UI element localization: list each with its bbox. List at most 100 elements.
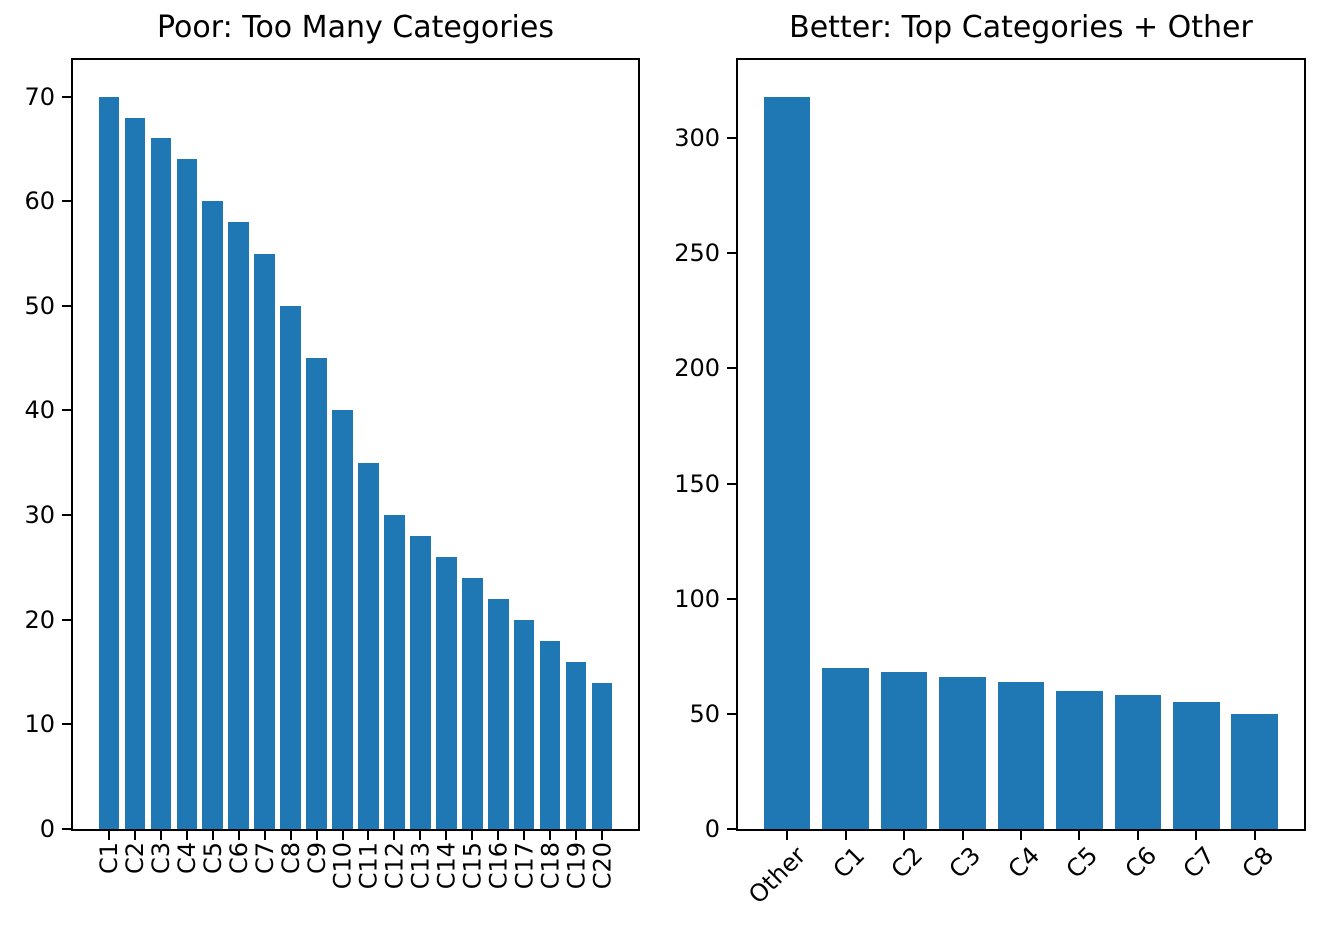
- left-y-tick-mark: [62, 618, 72, 621]
- right-x-tick-mark: [1195, 830, 1198, 840]
- bar-c3: [939, 676, 986, 829]
- bar-c7: [254, 253, 276, 829]
- right-x-tick-label-text: Other: [743, 841, 812, 910]
- left-y-tick-label: 10: [24, 710, 55, 739]
- left-chart-title: Poor: Too Many Categories: [157, 10, 554, 45]
- bar-c6: [1114, 695, 1162, 829]
- right-x-tick-label-text: C1: [827, 841, 870, 884]
- left-y-tick-label: 60: [24, 187, 55, 216]
- left-x-tick-mark: [497, 830, 500, 840]
- left-y-tick-label: 0: [39, 815, 55, 843]
- right-x-tick-label-text: C3: [944, 841, 987, 884]
- right-x-tick-label-text: C5: [1061, 841, 1104, 884]
- right-x-tick-mark: [1253, 830, 1256, 840]
- left-x-tick-label-text: C18: [536, 842, 565, 890]
- left-x-tick-label-text: C20: [587, 842, 616, 890]
- bar-c1: [822, 667, 869, 829]
- right-y-tick-mark: [727, 482, 737, 485]
- left-x-tick-label-text: C9: [302, 842, 331, 875]
- left-x-tick-label-text: C2: [120, 842, 149, 875]
- right-y-tick-label: 0: [704, 815, 720, 843]
- left-x-tick-label-text: C1: [95, 842, 124, 875]
- bar-c5: [1056, 690, 1103, 829]
- right-y-tick-label: 50: [689, 699, 720, 728]
- left-x-tick-label-text: C19: [562, 842, 590, 890]
- bar-c2: [124, 117, 146, 829]
- bar-c3: [150, 138, 172, 829]
- left-x-tick-mark: [315, 830, 318, 840]
- bar-c2: [880, 672, 928, 829]
- bar-c8: [280, 305, 302, 829]
- left-x-tick-label-text: C17: [510, 842, 539, 890]
- right-y-tick-label: 150: [674, 469, 720, 498]
- bar-c15: [461, 577, 483, 829]
- left-x-tick-label-text: C10: [328, 842, 357, 890]
- left-x-tick-label-text: C8: [276, 842, 305, 875]
- left-y-tick-mark: [62, 304, 72, 307]
- left-x-tick-label-text: C4: [172, 842, 201, 875]
- right-x-tick-label-text: C6: [1119, 841, 1163, 884]
- bar-c16: [487, 598, 509, 829]
- right-y-tick-mark: [727, 137, 737, 140]
- left-y-tick-mark: [62, 95, 72, 98]
- left-y-tick-label: 30: [24, 501, 55, 530]
- right-x-tick-mark: [1136, 830, 1139, 840]
- bar-c19: [565, 661, 587, 829]
- bar-c6: [228, 222, 250, 829]
- right-x-tick-mark: [903, 830, 906, 840]
- right-chart-title: Better: Top Categories + Other: [789, 10, 1253, 45]
- right-y-tick-label: 300: [674, 124, 720, 153]
- right-y-tick-mark: [727, 712, 737, 715]
- left-x-tick-mark: [523, 830, 526, 840]
- left-x-tick-mark: [393, 830, 396, 840]
- left-x-tick-label-text: C7: [250, 842, 279, 875]
- left-x-tick-label-text: C14: [432, 842, 461, 890]
- bar-c4: [176, 159, 198, 829]
- left-x-tick-label-text: C11: [354, 842, 383, 890]
- bar-c10: [332, 410, 353, 829]
- right-x-tick-label-text: C7: [1178, 841, 1221, 884]
- bar-c11: [358, 462, 379, 829]
- left-y-tick-label: 20: [24, 605, 55, 634]
- bar-c17: [513, 619, 535, 829]
- left-x-tick-mark: [471, 830, 474, 840]
- left-x-tick-label-text: C6: [224, 842, 253, 875]
- right-y-tick-label: 250: [674, 239, 720, 268]
- left-plot-area: [71, 58, 640, 831]
- right-x-tick-label-text: C4: [1002, 841, 1046, 884]
- left-x-tick-mark: [237, 830, 240, 840]
- left-x-tick-label-text: C13: [406, 842, 435, 890]
- left-x-tick-label-text: C15: [458, 842, 487, 890]
- right-x-tick-mark: [786, 830, 789, 840]
- left-y-tick-label: 50: [24, 291, 55, 320]
- left-x-tick-mark: [159, 830, 162, 840]
- bar-c8: [1231, 713, 1279, 829]
- right-x-tick-mark: [1020, 830, 1022, 840]
- left-x-tick-label-text: C16: [484, 842, 513, 890]
- right-y-tick-label: 200: [674, 354, 720, 383]
- left-x-tick-mark: [341, 830, 344, 840]
- left-x-tick-mark: [211, 830, 214, 840]
- left-x-tick-mark: [367, 830, 370, 840]
- bar-c14: [435, 556, 457, 829]
- bar-c9: [306, 358, 327, 829]
- left-x-tick-mark: [108, 830, 111, 840]
- left-x-tick-mark: [185, 830, 188, 840]
- bar-c12: [384, 515, 405, 829]
- right-x-tick-mark: [1078, 830, 1081, 840]
- bar-c4: [997, 681, 1045, 829]
- left-x-tick-label-text: C12: [380, 842, 409, 890]
- bar-c5: [202, 201, 224, 829]
- left-y-tick-mark: [62, 828, 72, 830]
- bar-c1: [98, 96, 120, 829]
- right-x-tick-mark: [961, 830, 964, 840]
- bar-c7: [1173, 702, 1220, 829]
- right-x-tick-label-text: C8: [1236, 841, 1279, 884]
- right-x-tick-mark: [844, 830, 847, 840]
- left-y-tick-mark: [62, 409, 72, 412]
- left-x-tick-mark: [289, 830, 292, 840]
- left-y-tick-mark: [62, 200, 72, 203]
- bar-c13: [409, 536, 431, 829]
- left-x-tick-label-text: C3: [146, 842, 175, 875]
